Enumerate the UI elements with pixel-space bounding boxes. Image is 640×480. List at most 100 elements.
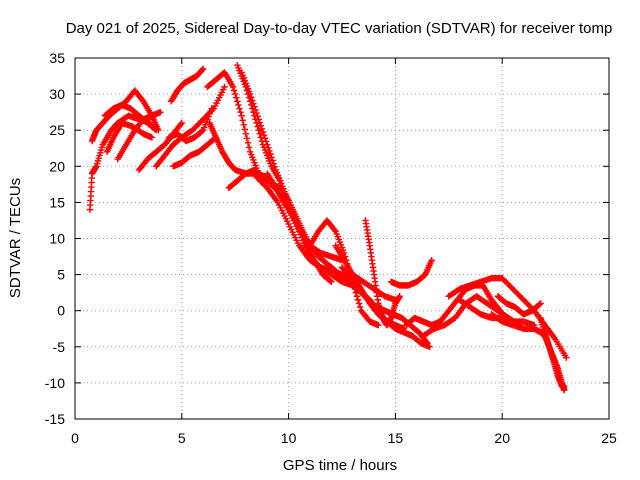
data-point <box>157 108 164 116</box>
data-point <box>246 90 254 98</box>
data-point <box>327 277 334 285</box>
data-point <box>256 119 263 126</box>
data-point <box>249 97 256 104</box>
series-track-30 <box>541 329 568 390</box>
y-tick-label: -15 <box>45 411 65 427</box>
data-point <box>250 100 257 107</box>
series-track-26 <box>456 296 538 329</box>
data-point <box>230 87 238 94</box>
data-point <box>265 144 272 151</box>
data-point <box>198 127 206 135</box>
data-point <box>356 303 364 311</box>
y-tick-label: 25 <box>49 122 65 138</box>
data-point <box>396 293 403 300</box>
series-track-7 <box>152 83 228 170</box>
x-tick-label: 15 <box>388 430 404 446</box>
y-axis-label: SDTVAR / TECUs <box>7 178 24 298</box>
x-tick-label: 10 <box>281 430 297 446</box>
data-point <box>428 256 435 264</box>
data-point <box>199 65 207 73</box>
grid <box>75 58 609 419</box>
data-point <box>256 130 263 138</box>
data-point <box>248 94 255 101</box>
data-point <box>239 117 246 124</box>
y-tick-label: 0 <box>57 303 65 319</box>
data-point <box>208 105 215 112</box>
data-point <box>268 154 275 161</box>
data-point <box>243 135 251 142</box>
data-point <box>242 130 250 138</box>
data-point <box>262 138 270 145</box>
data-point <box>352 289 360 296</box>
data-point <box>178 119 185 127</box>
series-track-28 <box>494 293 544 318</box>
data-point <box>252 106 259 114</box>
data-point <box>177 121 184 128</box>
series-track-3 <box>101 101 160 134</box>
data-point <box>424 339 431 347</box>
data-point <box>560 383 568 390</box>
data-point <box>269 157 276 164</box>
data-point <box>331 226 338 234</box>
data-point <box>257 134 265 141</box>
data-point <box>328 278 335 286</box>
y-tick-label: -5 <box>53 339 66 355</box>
data-point <box>254 123 261 130</box>
data-marks <box>86 62 570 394</box>
y-tick-label: 35 <box>49 50 65 66</box>
y-tick-label: 30 <box>49 86 65 102</box>
y-tick-label: 5 <box>57 267 65 283</box>
data-point <box>536 301 543 308</box>
data-point <box>235 101 242 109</box>
series-track-22 <box>387 256 435 289</box>
series-track-5 <box>114 108 164 163</box>
y-tick-label: 15 <box>49 194 65 210</box>
data-point <box>261 135 269 142</box>
data-point <box>253 109 260 117</box>
data-point <box>255 116 262 123</box>
data-point <box>355 300 363 307</box>
data-point <box>245 144 253 151</box>
data-point <box>199 66 206 73</box>
series-track-24 <box>419 293 523 340</box>
x-tick-label: 25 <box>601 430 617 446</box>
data-point <box>271 163 278 170</box>
data-point <box>236 105 243 112</box>
data-point <box>257 122 265 129</box>
data-point <box>270 160 277 167</box>
data-point <box>238 112 245 119</box>
series-track-21 <box>362 217 403 329</box>
series-track-9 <box>167 65 207 105</box>
data-point <box>254 113 261 120</box>
series-track-20 <box>338 264 431 347</box>
data-point <box>237 108 244 116</box>
data-point <box>423 338 430 346</box>
data-point <box>233 94 240 101</box>
data-point <box>221 83 228 91</box>
data-point <box>537 300 544 307</box>
x-tick-label: 0 <box>71 430 79 446</box>
data-point <box>266 147 273 155</box>
data-point <box>375 321 382 329</box>
data-point <box>353 293 361 300</box>
data-point <box>251 103 258 110</box>
data-point <box>426 343 433 350</box>
data-point <box>267 150 274 158</box>
chart-title: Day 021 of 2025, Sidereal Day-to-day VTE… <box>66 20 613 37</box>
x-tick-label: 5 <box>178 430 186 446</box>
y-tick-label: 20 <box>49 158 65 174</box>
data-point <box>255 127 262 134</box>
data-point <box>563 354 570 361</box>
data-point <box>354 296 362 304</box>
axes: 0 5 10 15 20 25 -15 -10 -5 0 5 10 15 20 25 30 35 <box>45 50 617 446</box>
y-tick-label: 10 <box>49 231 65 247</box>
data-point <box>241 126 249 133</box>
data-point <box>234 98 241 105</box>
data-point <box>400 325 408 332</box>
x-axis-label: GPS time / hours <box>283 457 397 474</box>
data-point <box>258 125 266 133</box>
data-point <box>259 128 267 136</box>
y-tick-label: -10 <box>45 375 65 391</box>
data-point <box>244 139 252 147</box>
